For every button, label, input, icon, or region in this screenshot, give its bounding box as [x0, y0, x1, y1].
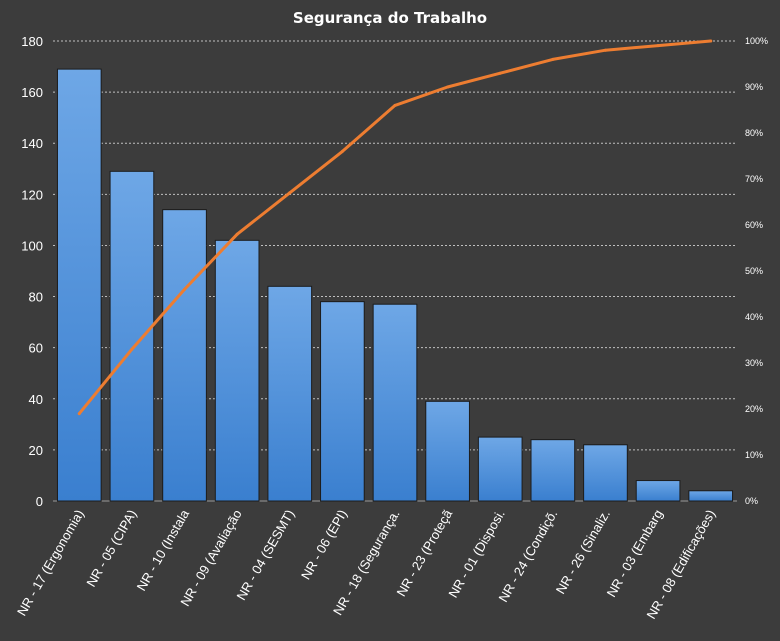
y2-tick-label: 20%	[745, 404, 763, 414]
bar	[214, 239, 260, 502]
x-tick-label: NR - 17 (Ergonomia)	[14, 507, 87, 618]
x-tick-label: NR - 04 (SESMT)	[233, 507, 297, 603]
y2-tick-label: 80%	[745, 128, 763, 138]
bar	[425, 400, 470, 502]
x-axis-labels: NR - 17 (Ergonomia)NR - 05 (CIPA)NR - 10…	[14, 506, 718, 621]
y2-tick-label: 40%	[745, 312, 763, 322]
bar	[109, 170, 155, 502]
line-point	[603, 48, 607, 52]
y2-tick-label: 70%	[745, 174, 763, 184]
y2-tick-label: 100%	[745, 36, 768, 46]
line-point	[393, 103, 397, 107]
line-point	[498, 71, 502, 75]
y-tick-label: 40	[29, 392, 43, 407]
bar	[320, 301, 365, 502]
bar	[688, 490, 734, 502]
bar	[162, 209, 207, 502]
line-point	[551, 57, 555, 61]
bars	[56, 68, 734, 502]
y-tick-label: 140	[21, 136, 43, 151]
x-tick-label: NR - 05 (CIPA)	[83, 507, 139, 589]
bar	[477, 436, 523, 502]
y-tick-label: 20	[29, 443, 43, 458]
x-tick-label: NR - 24 (Condiçõ.	[495, 507, 560, 605]
y-tick-label: 180	[21, 34, 43, 49]
bar	[267, 285, 313, 502]
y2-tick-label: 90%	[745, 82, 763, 92]
line-point	[340, 149, 344, 153]
line-point	[446, 85, 450, 89]
y2-tick-label: 0%	[745, 496, 758, 506]
x-tick-label: NR - 03 (Embarg	[604, 507, 666, 600]
y-tick-label: 100	[21, 238, 43, 253]
bar	[56, 68, 102, 502]
y-axis-left: 0 20 40 60 80 100 120 140 160 180	[21, 34, 43, 509]
y2-tick-label: 30%	[745, 358, 763, 368]
x-tick-label: NR - 01 (Disposi.	[445, 507, 507, 600]
x-tick-label: NR - 10 (Instala	[134, 506, 193, 593]
bar	[583, 444, 628, 502]
chart-title: Segurança do Trabalho	[293, 9, 487, 27]
x-tick-label: NR - 26 (Sinaliz.	[553, 507, 613, 596]
y-tick-label: 80	[29, 290, 43, 305]
line-point	[77, 412, 81, 416]
y2-tick-label: 50%	[745, 266, 763, 276]
y2-tick-label: 10%	[745, 450, 763, 460]
x-tick-label: NR - 23 (Proteçã	[393, 506, 455, 599]
bar	[530, 439, 576, 502]
cumulative-line	[77, 39, 713, 416]
y-tick-label: 0	[36, 494, 43, 509]
y2-tick-label: 60%	[745, 220, 763, 230]
line-point	[130, 347, 134, 351]
y-axis-right: 0% 10% 20% 30% 40% 50% 60% 70% 80% 90% 100%	[745, 36, 768, 506]
y-tick-label: 60	[29, 341, 43, 356]
bar	[372, 303, 418, 502]
x-tick-label: NR - 06 (EPI)	[298, 507, 350, 582]
line-point	[288, 191, 292, 195]
line-point	[183, 287, 187, 291]
y-tick-label: 120	[21, 187, 43, 202]
line-point	[709, 39, 713, 43]
bar	[635, 480, 681, 502]
line-point	[656, 44, 660, 48]
line-point	[235, 232, 239, 236]
y-tick-label: 160	[21, 85, 43, 100]
